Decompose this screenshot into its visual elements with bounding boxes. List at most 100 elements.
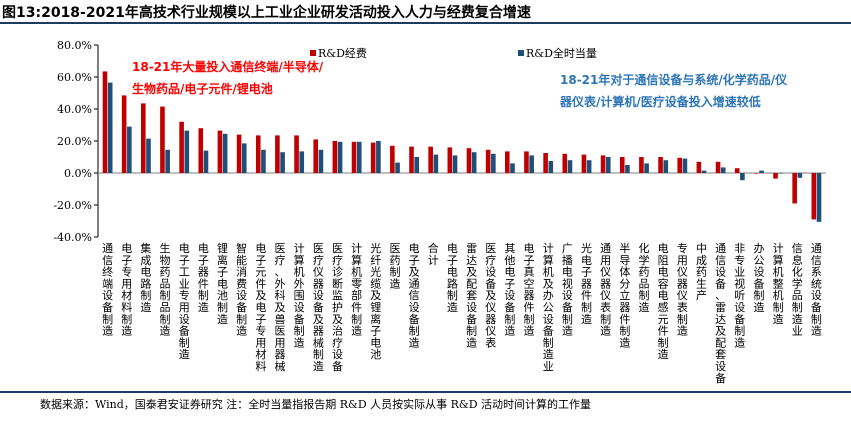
y-tick-label: 40.0%	[57, 103, 92, 116]
bar-rd-expense	[524, 151, 529, 173]
bar-rd-expense	[255, 135, 261, 173]
category-label: 电子专用材料制造	[121, 242, 132, 338]
y-tick-label: 80.0%	[57, 39, 92, 52]
category-label: 计算机整机制造	[773, 242, 784, 326]
bar-rd-expense	[217, 130, 223, 173]
bar-rd-fte	[471, 152, 477, 173]
category-label: 光纤光缆及锂离子电池	[370, 241, 381, 361]
category-label: 计算机及办公设备制造业	[543, 242, 554, 373]
bar-rd-expense	[390, 145, 395, 173]
category-label: 非专业视听设备制造	[734, 242, 745, 349]
category-label: 雷达及配套设备制造	[466, 242, 477, 349]
bar-rd-expense	[121, 95, 127, 173]
annotation-high-growth: 18-21年大量投入通信终端/半导体/生物药品/电子元件/锂电池	[132, 59, 324, 96]
bar-rd-expense	[140, 103, 146, 173]
bar-rd-fte	[510, 163, 515, 173]
bar-rd-fte	[203, 150, 209, 173]
bar-rd-expense	[619, 157, 625, 173]
bar-rd-fte	[644, 163, 649, 173]
category-label: 医疗诊断监护及治疗设备	[332, 242, 343, 373]
bar-rd-expense	[504, 151, 510, 173]
bar-rd-expense	[543, 153, 548, 173]
bar-rd-fte	[720, 167, 726, 173]
bar-rd-fte	[778, 173, 784, 174]
bar-rd-fte	[299, 151, 305, 173]
bar-rd-fte	[222, 133, 228, 173]
y-tick-label: 0.0%	[64, 167, 92, 180]
category-label: 电阻电容电感元件制造	[658, 242, 669, 361]
bar-rd-expense	[313, 139, 319, 173]
category-label: 计算机外围设备制造	[294, 242, 305, 349]
bar-rd-fte	[586, 160, 592, 173]
bar-rd-expense	[275, 135, 280, 173]
bar-rd-fte	[184, 130, 190, 173]
bar-rd-expense	[562, 153, 568, 173]
annotation-low-growth: 18-21年对于通信设备与系统/化学药品/仪器仪表/计算机/医疗设备投入增速较低	[559, 72, 788, 109]
category-label: 医疗设备及仪器仪表	[485, 242, 496, 349]
category-label: 信息化学品制造业	[792, 242, 803, 338]
bar-rd-expense	[734, 168, 740, 173]
category-label: 生物药品制品制造	[160, 241, 171, 338]
category-label: 合计	[428, 241, 439, 267]
bar-rd-fte	[395, 162, 400, 173]
bar-rd-expense	[179, 121, 184, 173]
bar-rd-fte	[261, 149, 266, 173]
category-label: 通信终端设备制造	[102, 242, 113, 338]
bar-rd-expense	[773, 173, 778, 179]
category-label: 医药制造	[389, 242, 400, 290]
bar-rd-fte	[376, 141, 381, 173]
bar-rd-fte	[701, 170, 707, 173]
category-label: 办公设备制造	[753, 242, 764, 314]
source-note: 数据来源：Wind，国泰君安证券研究 注：全时当量指报告期 R&D 人员按实际从…	[40, 398, 592, 411]
bar-rd-fte	[337, 141, 343, 173]
category-label: 电子工业专用设备制造	[179, 242, 190, 361]
category-label: 计算机零部件制造	[351, 242, 362, 338]
bar-rd-expense	[466, 148, 472, 173]
bar-rd-expense	[294, 135, 299, 173]
chart-title: 图13:2018-2021年高技术行业规模以上工业企业研发活动投入人力与经费复合…	[2, 5, 531, 21]
category-label: 医疗、外科及兽医用器械	[275, 242, 286, 373]
category-label: 锂离子电池制造	[217, 241, 228, 326]
legend-swatch-rd-fte	[518, 50, 524, 56]
category-label: 其他电子设备制造	[504, 242, 515, 338]
category-label: 专用仪器仪表制造	[677, 241, 688, 338]
category-label: 集成电路制造	[140, 241, 151, 314]
category-label: 医疗仪器设备及器械制造	[313, 242, 324, 373]
bar-rd-expense	[198, 128, 204, 173]
bar-rd-fte	[452, 155, 458, 173]
title-divider	[0, 22, 851, 24]
category-label: 中成药生产	[696, 242, 707, 302]
bar-rd-fte	[491, 153, 496, 173]
bar-rd-expense	[160, 106, 165, 173]
bar-rd-expense	[792, 173, 797, 204]
bar-rd-expense	[639, 157, 644, 173]
bar-rd-expense	[677, 157, 683, 173]
bar-rd-expense	[428, 146, 433, 173]
bar-rd-fte	[280, 152, 285, 173]
category-label: 半导体分立器件制造	[619, 241, 630, 349]
bar-rd-fte	[146, 138, 151, 173]
bar-rd-fte	[127, 126, 132, 173]
category-label: 广播电视设备制造	[562, 242, 573, 338]
bar-rd-fte	[663, 160, 669, 173]
legend-label-rd-fte: R&D全时当量	[526, 46, 597, 60]
bar-rd-expense	[351, 141, 357, 173]
bar-rd-expense	[332, 141, 338, 173]
bar-rd-fte	[318, 149, 324, 173]
bar-rd-fte	[816, 173, 822, 222]
legend-swatch-rd-expense	[310, 50, 316, 56]
category-label: 化学药品制造	[639, 241, 650, 314]
bar-rd-fte	[682, 158, 688, 173]
bar-rd-expense	[600, 155, 606, 173]
category-label: 电子电路制造	[447, 242, 458, 314]
footer-divider	[0, 391, 851, 393]
bar-rd-expense	[485, 149, 491, 173]
bar-rd-fte	[241, 143, 247, 173]
category-label: 电子器件制造	[198, 242, 209, 314]
bar-rd-fte	[548, 161, 554, 173]
bar-rd-fte	[107, 82, 113, 173]
category-label: 电子真空器件制造	[524, 242, 535, 338]
bar-rd-fte	[165, 149, 170, 173]
bar-rd-fte	[529, 155, 534, 173]
category-label: 通用仪器仪表制造	[600, 242, 611, 338]
